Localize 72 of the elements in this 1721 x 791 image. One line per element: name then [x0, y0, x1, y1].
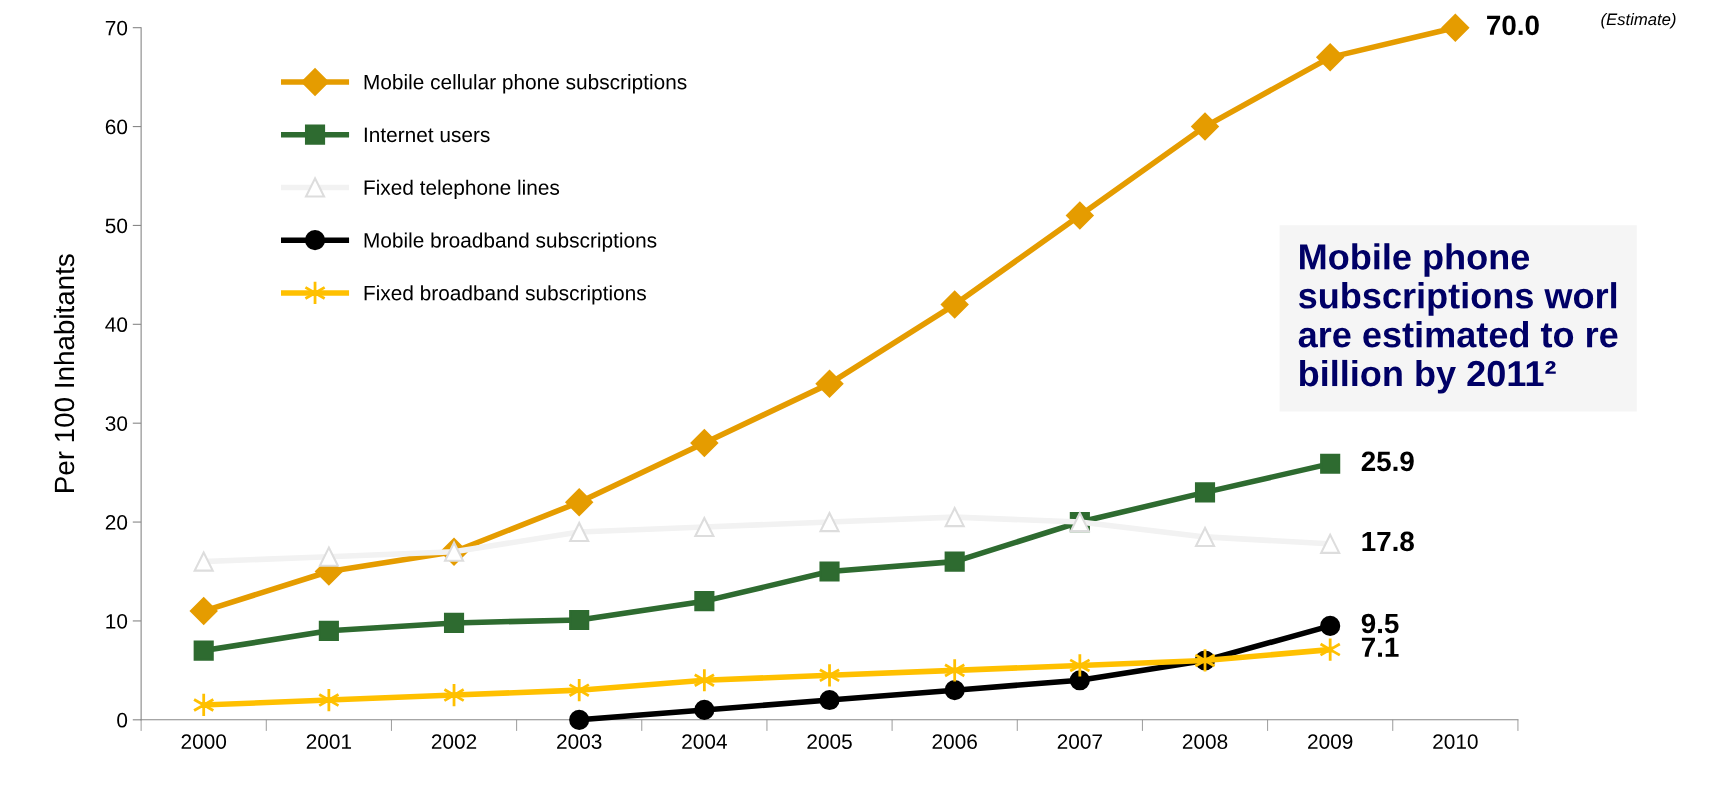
- text: (Estimate): [1601, 13, 1676, 29]
- legend-label: Fixed broadband subscriptions: [364, 285, 646, 305]
- x-tick-label: 2001: [306, 734, 352, 749]
- x-tick-label: 2004: [682, 734, 727, 749]
- point: [815, 369, 844, 398]
- legend-label: Mobile broadband subscriptions: [364, 232, 657, 252]
- point: [944, 680, 965, 701]
- data-label: 7.1: [1361, 637, 1399, 657]
- point: [944, 507, 965, 528]
- point: [569, 709, 590, 730]
- point: [1319, 637, 1342, 663]
- point: [1194, 526, 1216, 547]
- point: [318, 546, 339, 567]
- point: [1069, 670, 1090, 691]
- point: [1191, 112, 1219, 141]
- point: [317, 687, 340, 713]
- y-tick-label: 30: [105, 416, 128, 431]
- x-tick-label: 2000: [181, 734, 227, 749]
- point: [569, 521, 590, 543]
- point: [192, 692, 215, 718]
- point: [1068, 652, 1091, 678]
- y-tick-label: 20: [105, 515, 128, 530]
- point: [694, 591, 715, 612]
- point: [565, 488, 593, 517]
- x-tick-label: 2008: [1182, 734, 1228, 749]
- y-tick-label: 50: [105, 218, 128, 234]
- x-tick-label: 2010: [1433, 734, 1478, 749]
- point: [819, 561, 840, 582]
- x-tick-label: 2007: [1057, 734, 1102, 749]
- legend-label: Fixed telephone lines: [364, 179, 560, 200]
- y-tick-label: 0: [117, 712, 128, 728]
- point: [1320, 453, 1341, 474]
- y-tick-label: 10: [106, 613, 128, 629]
- point: [569, 609, 590, 631]
- point: [690, 429, 719, 457]
- point: [193, 640, 214, 661]
- y-tick-label: 60: [105, 119, 128, 135]
- point: [943, 657, 966, 683]
- point: [1066, 201, 1094, 230]
- data-label: 9.5: [1361, 613, 1399, 634]
- legend-label: Mobile cellular phone subscriptions: [364, 74, 687, 94]
- point: [318, 620, 339, 641]
- data-label: 70.0: [1487, 15, 1539, 36]
- point: [819, 511, 840, 533]
- point: [1194, 482, 1216, 503]
- point: [568, 677, 591, 703]
- x-tick-label: 2006: [932, 734, 977, 749]
- point: [944, 551, 965, 572]
- y-tick-label: 40: [105, 317, 128, 333]
- x-tick-label: 2003: [557, 734, 602, 749]
- point: [819, 689, 840, 711]
- point: [1316, 43, 1344, 72]
- point: [694, 699, 715, 720]
- point: [693, 667, 716, 693]
- point: [694, 516, 715, 538]
- data-label: 25.9: [1361, 451, 1414, 472]
- point: [940, 290, 969, 319]
- point: [443, 612, 465, 633]
- point: [1441, 13, 1470, 42]
- y-axis-title: Per 100 Inhabitants: [53, 254, 75, 492]
- point: [1320, 533, 1341, 554]
- point: [189, 597, 218, 625]
- point: [193, 551, 214, 572]
- legend-label: Internet users: [364, 127, 490, 143]
- y-tick-label: 70: [105, 20, 128, 36]
- point: [818, 662, 841, 688]
- annotation: Mobile phone subscriptions worl are estimated to re billion by 2011²: [1298, 243, 1618, 394]
- x-tick-label: 2005: [807, 734, 852, 749]
- point: [1320, 615, 1341, 636]
- x-tick-label: 2009: [1308, 734, 1353, 749]
- x-tick-label: 2002: [431, 734, 477, 749]
- data-label: 17.8: [1362, 531, 1414, 552]
